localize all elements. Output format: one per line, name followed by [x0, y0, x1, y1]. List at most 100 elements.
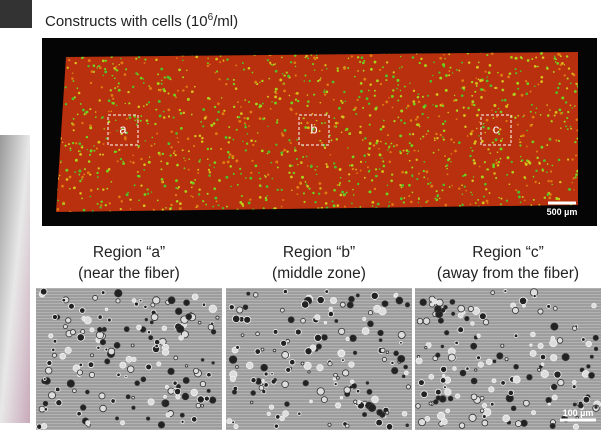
cell: [537, 342, 544, 349]
cell: [161, 325, 168, 331]
cell-dot: [226, 160, 230, 164]
cell-dot: [160, 177, 164, 181]
cell: [272, 329, 279, 335]
cell-dot: [337, 122, 340, 125]
cell-dot: [67, 58, 71, 62]
scale-label: 100 µm: [563, 408, 594, 418]
cell-dot: [308, 79, 311, 83]
cell-dot: [208, 171, 212, 174]
cell-dot: [127, 191, 130, 194]
cell: [113, 342, 121, 349]
cell-dot: [100, 204, 103, 207]
cell-dot: [500, 197, 503, 200]
cell: [191, 416, 198, 423]
cell-dot: [183, 157, 185, 159]
cell-dot: [442, 63, 445, 67]
cell-dot: [518, 138, 521, 141]
cell: [370, 291, 379, 300]
cell: [334, 319, 339, 323]
cell-dot: [311, 63, 315, 66]
cell: [572, 423, 580, 430]
cell-dot: [188, 158, 190, 160]
cell: [341, 358, 345, 362]
cell: [556, 337, 564, 344]
cell-dot: [77, 150, 80, 153]
cell-dot: [501, 88, 505, 92]
cell-dot: [158, 88, 162, 92]
cell-dot: [399, 94, 403, 98]
cell-dot: [242, 204, 245, 208]
cell-dot: [115, 104, 118, 107]
cell: [231, 389, 237, 395]
cell-dot: [79, 179, 82, 183]
cell-dot: [573, 90, 577, 93]
cell: [89, 327, 95, 333]
cell-dot: [306, 184, 309, 188]
cell-dot: [156, 82, 160, 86]
cell-dot: [318, 130, 321, 133]
cell: [104, 347, 109, 352]
cell: [52, 339, 58, 344]
cell-dot: [214, 132, 218, 136]
cell-dot: [73, 186, 76, 190]
cell: [184, 364, 189, 368]
cell-dot: [174, 153, 177, 157]
cell: [546, 304, 551, 309]
cell-dot: [291, 164, 294, 167]
cell-dot: [217, 110, 220, 114]
cell-dot: [170, 146, 173, 149]
cell: [44, 366, 53, 375]
cell-dot: [524, 162, 528, 166]
cell-dot: [424, 64, 427, 68]
cell: [424, 346, 428, 350]
cell-dot: [76, 113, 79, 116]
cell: [115, 416, 119, 421]
cell-dot: [576, 129, 578, 132]
cell: [54, 386, 61, 393]
cell-dot: [308, 187, 311, 190]
cell-dot: [137, 144, 141, 148]
cell-dot: [558, 108, 561, 112]
cell: [435, 395, 441, 401]
cell-dot: [484, 131, 486, 134]
cell-dot: [177, 187, 179, 190]
cell: [180, 419, 185, 424]
cell-dot: [499, 147, 503, 151]
cell-dot: [311, 113, 314, 115]
cell-dot: [248, 101, 251, 104]
cell: [206, 388, 211, 393]
cell-dot: [539, 113, 542, 116]
cell-dot: [392, 71, 395, 74]
cell-dot: [338, 168, 342, 171]
cell-dot: [523, 176, 526, 179]
cell-dot: [99, 153, 102, 156]
cell-dot: [462, 86, 466, 90]
cell-dot: [557, 86, 560, 90]
cell-dot: [358, 131, 362, 134]
cell-dot: [160, 160, 163, 163]
cell-dot: [482, 125, 485, 129]
cell-dot: [274, 101, 277, 105]
cell-dot: [278, 97, 282, 101]
cell: [324, 289, 330, 294]
cell-dot: [165, 207, 167, 209]
cell: [146, 416, 151, 421]
cell-dot: [359, 205, 362, 208]
cell-dot: [128, 116, 132, 119]
cell-dot: [232, 82, 236, 86]
cell-dot: [267, 125, 269, 128]
cell-dot: [274, 63, 277, 65]
cell-dot: [116, 160, 119, 163]
cell-dot: [454, 98, 458, 102]
cell: [152, 296, 161, 305]
cell-dot: [526, 145, 528, 148]
cell-dot: [56, 208, 60, 211]
cell-dot: [374, 174, 377, 178]
cell-dot: [110, 56, 113, 58]
cell: [97, 314, 103, 320]
cell: [114, 289, 123, 298]
cell-dot: [229, 165, 232, 168]
cell: [64, 346, 72, 354]
cell-dot: [150, 144, 153, 147]
cell-dot: [441, 122, 445, 126]
